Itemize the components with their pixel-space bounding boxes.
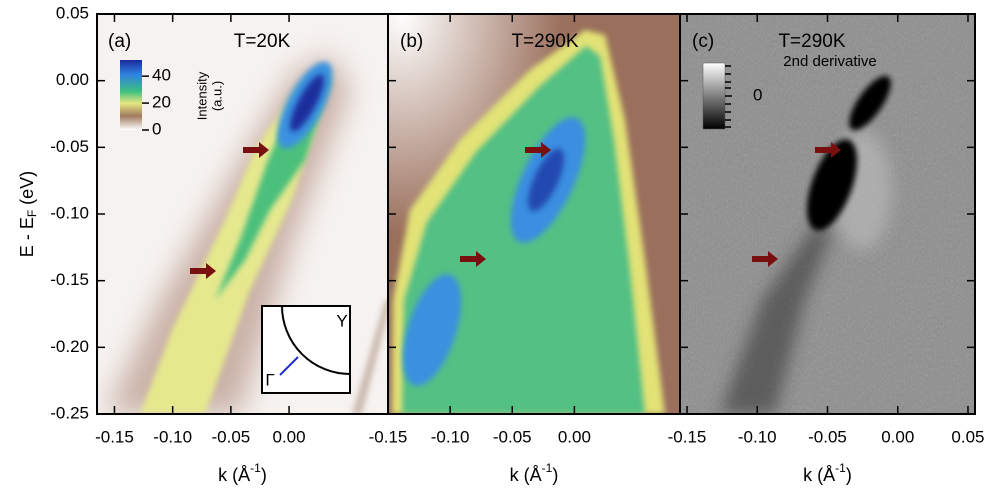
x-tick-label: -0.15 <box>95 427 134 446</box>
inset-label: Γ <box>265 370 274 389</box>
x-tick-label: 0.00 <box>558 427 591 446</box>
panel-subtitle: 2nd derivative <box>783 53 876 70</box>
colorbar-c-minor-ticks <box>725 65 731 128</box>
x-axis-label: k (Å-1) <box>510 461 559 485</box>
y-tick-label: -0.05 <box>50 137 89 156</box>
y-tick-label: -0.20 <box>50 337 89 356</box>
panel-label: (a) <box>108 31 131 52</box>
x-axis-label-sup: -1 <box>542 461 553 475</box>
y-axis-label-part: E - E <box>17 217 37 257</box>
y-axis-label: E - EF (eV) <box>17 171 39 257</box>
y-tick-label: 0.05 <box>56 3 89 22</box>
x-tick-label: -0.05 <box>493 427 532 446</box>
panel-label: (b) <box>400 31 423 52</box>
x-tick-label: -0.10 <box>738 427 777 446</box>
panel-b-image <box>388 14 680 414</box>
x-tick-label: -0.05 <box>211 427 250 446</box>
y-tick-label: -0.25 <box>50 403 89 422</box>
colorbar-label: Intensity <box>194 71 209 120</box>
inset: Γ Y <box>261 305 351 394</box>
inset-label: Y <box>336 311 347 330</box>
arrows <box>190 142 841 279</box>
x-axis-label: k (Å-1) <box>218 461 267 485</box>
y-axis-label-part: (eV) <box>17 171 37 210</box>
y-tick-label: -0.15 <box>50 270 89 289</box>
colorbar-a <box>120 60 142 130</box>
x-tick-label: -0.15 <box>369 427 408 446</box>
colorbar-tick-label: 0 <box>152 119 161 138</box>
x-tick-label: 0.00 <box>881 427 914 446</box>
x-tick-label: 0.05 <box>951 427 984 446</box>
colorbar-tick-label: 0 <box>753 85 762 104</box>
y-tick-label: 0.00 <box>56 70 89 89</box>
y-tick-label: -0.10 <box>50 203 89 222</box>
x-axis-label-part: k (Å <box>510 465 542 485</box>
x-tick-label: -0.10 <box>153 427 192 446</box>
colorbar-label: (a.u.) <box>209 81 224 111</box>
x-axis-label-sup: -1 <box>835 461 846 475</box>
x-axis-label: k (Å-1) <box>803 461 852 485</box>
panel-a-image <box>97 14 388 414</box>
x-axis-label-part: ) <box>552 465 558 485</box>
colorbar-c <box>702 62 726 130</box>
colorbar-tick-label: 20 <box>152 93 171 112</box>
panel-label: (c) <box>692 31 714 52</box>
x-tick-label: -0.10 <box>431 427 470 446</box>
x-axis-label-part: k (Å <box>218 465 250 485</box>
x-tick-label: -0.15 <box>668 427 707 446</box>
colorbar-tick-label: 40 <box>152 66 171 85</box>
x-tick-label: 0.00 <box>273 427 306 446</box>
panel-title: T=290K <box>778 31 845 52</box>
y-axis-label-sub: F <box>25 210 39 217</box>
x-axis-label-part: k (Å <box>803 465 835 485</box>
panel-c-image <box>680 14 975 414</box>
x-axis-label-part: ) <box>261 465 267 485</box>
panel-title: T=290K <box>511 31 578 52</box>
x-tick-label: -0.05 <box>808 427 847 446</box>
panel-title: T=20K <box>234 31 291 52</box>
x-axis-label-part: ) <box>846 465 852 485</box>
x-axis-label-sup: -1 <box>250 461 261 475</box>
